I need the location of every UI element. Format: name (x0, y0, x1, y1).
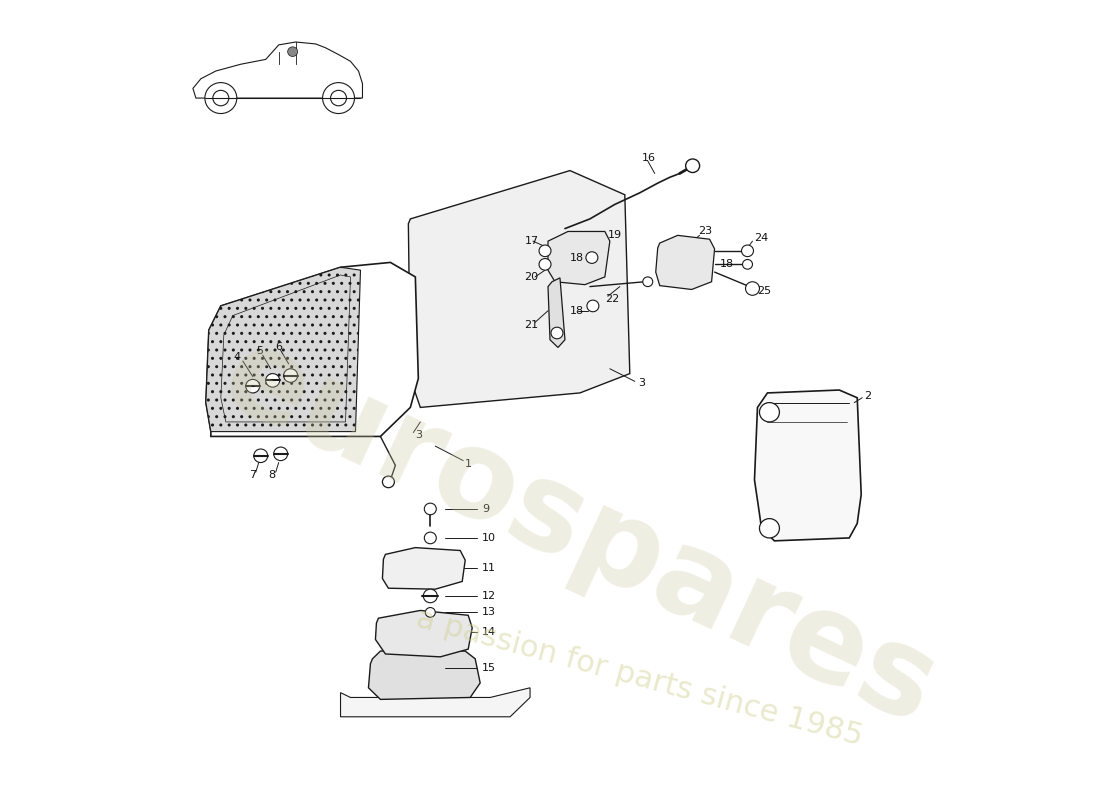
Text: 23: 23 (697, 226, 712, 237)
Circle shape (254, 449, 267, 462)
Circle shape (288, 47, 298, 57)
Text: 16: 16 (641, 153, 656, 163)
Text: 25: 25 (758, 286, 771, 297)
Circle shape (383, 476, 395, 488)
Text: 19: 19 (608, 230, 622, 240)
Text: 18: 18 (719, 259, 734, 270)
Text: 14: 14 (482, 626, 496, 637)
Text: 7: 7 (249, 470, 256, 480)
Circle shape (425, 532, 437, 544)
Text: 17: 17 (525, 236, 539, 246)
Text: 18: 18 (570, 253, 584, 262)
Polygon shape (192, 42, 363, 98)
Circle shape (266, 374, 279, 387)
Circle shape (746, 282, 759, 295)
Circle shape (424, 589, 438, 602)
Text: 12: 12 (482, 591, 496, 601)
Circle shape (322, 82, 354, 114)
Text: 2: 2 (865, 391, 871, 401)
Polygon shape (341, 688, 530, 717)
Text: a passion for parts since 1985: a passion for parts since 1985 (414, 605, 866, 752)
Circle shape (742, 259, 752, 269)
Text: 3: 3 (416, 430, 422, 439)
Circle shape (685, 159, 700, 173)
Text: 15: 15 (482, 663, 496, 674)
Text: 8: 8 (268, 470, 276, 480)
Circle shape (759, 402, 780, 422)
Circle shape (425, 503, 437, 514)
Text: 1: 1 (465, 458, 472, 469)
Circle shape (284, 369, 298, 382)
Circle shape (426, 607, 436, 618)
Polygon shape (548, 231, 609, 285)
Circle shape (551, 327, 563, 338)
Text: 22: 22 (605, 294, 619, 304)
Polygon shape (368, 651, 481, 699)
Polygon shape (206, 267, 361, 432)
Text: 18: 18 (570, 306, 584, 316)
Text: 13: 13 (482, 607, 496, 618)
Text: 20: 20 (524, 272, 538, 282)
Text: 11: 11 (482, 563, 496, 573)
Text: 21: 21 (524, 320, 538, 330)
Circle shape (205, 82, 236, 114)
Polygon shape (206, 262, 418, 437)
Text: 6: 6 (276, 342, 283, 353)
Circle shape (539, 258, 551, 270)
Circle shape (274, 447, 288, 461)
Polygon shape (548, 278, 565, 347)
Circle shape (741, 245, 754, 257)
Polygon shape (408, 170, 630, 407)
Circle shape (586, 252, 598, 263)
Text: 24: 24 (755, 234, 769, 243)
Circle shape (587, 300, 598, 312)
Polygon shape (656, 235, 715, 290)
Text: 5: 5 (255, 346, 263, 356)
Polygon shape (383, 548, 465, 589)
Circle shape (642, 277, 652, 286)
Circle shape (539, 245, 551, 257)
Circle shape (213, 90, 229, 106)
Circle shape (759, 518, 780, 538)
Text: 9: 9 (482, 504, 490, 514)
Text: eurospares: eurospares (205, 317, 955, 750)
Text: 3: 3 (638, 378, 645, 388)
Polygon shape (375, 610, 472, 657)
Text: 4: 4 (234, 352, 241, 362)
Polygon shape (755, 390, 861, 541)
Text: 10: 10 (482, 533, 496, 543)
Circle shape (331, 90, 346, 106)
Circle shape (245, 379, 260, 393)
